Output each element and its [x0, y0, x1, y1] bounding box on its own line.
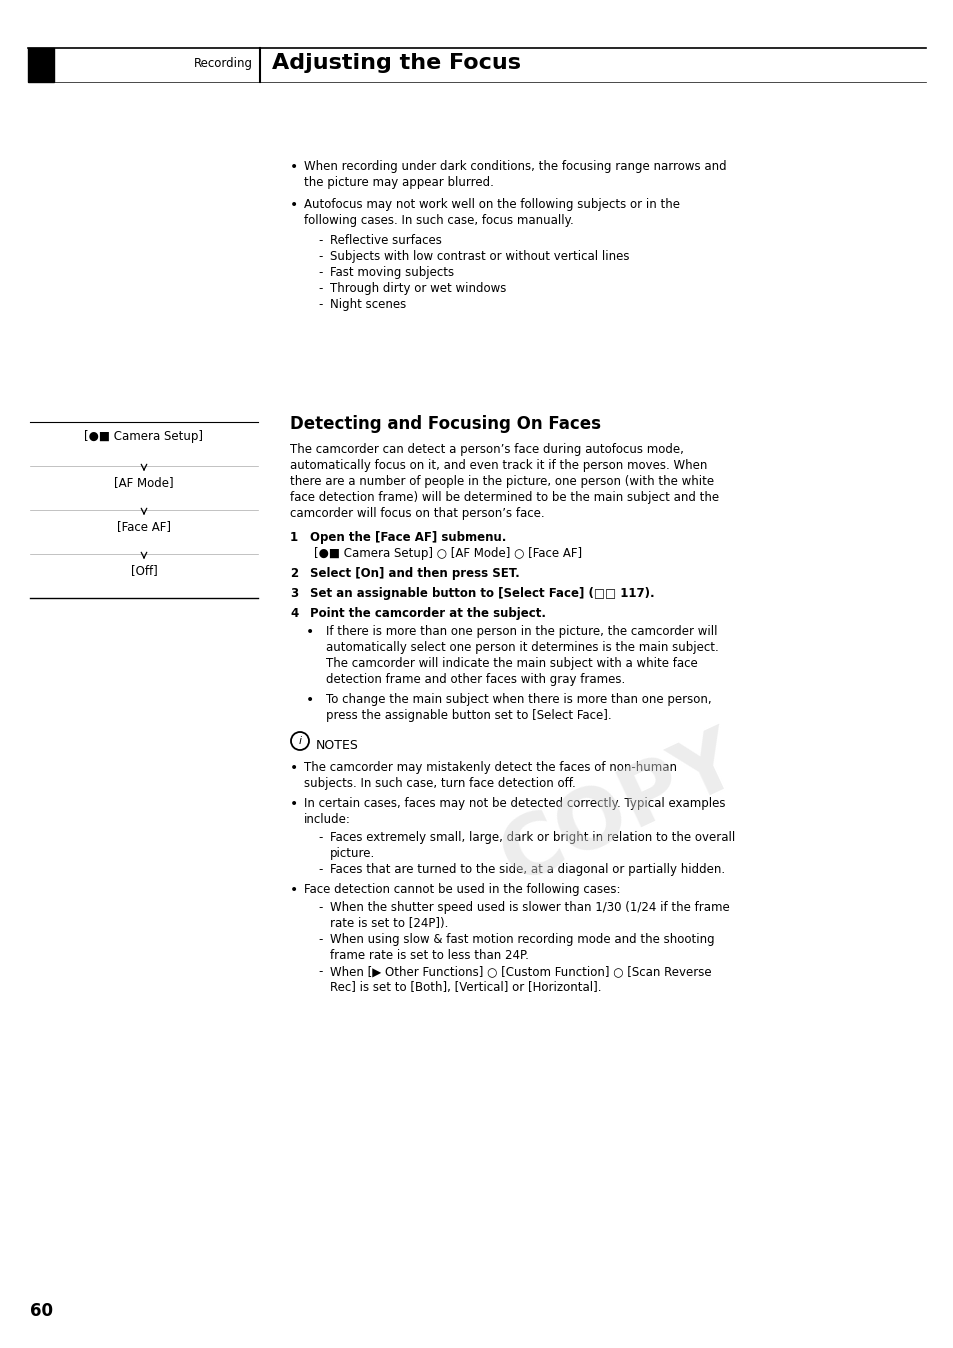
Text: automatically select one person it determines is the main subject.: automatically select one person it deter…	[326, 642, 718, 654]
Text: -: -	[317, 965, 322, 979]
Text: picture.: picture.	[330, 847, 375, 860]
Text: The camcorder will indicate the main subject with a white face: The camcorder will indicate the main sub…	[326, 656, 697, 670]
Text: 1: 1	[290, 531, 297, 545]
Text: When [▶ Other Functions] ○ [Custom Function] ○ [Scan Reverse: When [▶ Other Functions] ○ [Custom Funct…	[330, 965, 711, 979]
Text: In certain cases, faces may not be detected correctly. Typical examples: In certain cases, faces may not be detec…	[304, 797, 724, 810]
Text: camcorder will focus on that person’s face.: camcorder will focus on that person’s fa…	[290, 507, 544, 520]
Text: include:: include:	[304, 813, 351, 826]
Text: -: -	[317, 249, 322, 263]
Text: •: •	[306, 625, 314, 639]
Text: To change the main subject when there is more than one person,: To change the main subject when there is…	[326, 693, 711, 706]
Text: •: •	[306, 693, 314, 706]
Text: The camcorder may mistakenly detect the faces of non-human: The camcorder may mistakenly detect the …	[304, 762, 677, 774]
Text: Detecting and Focusing On Faces: Detecting and Focusing On Faces	[290, 415, 600, 433]
Text: Adjusting the Focus: Adjusting the Focus	[272, 53, 520, 73]
Text: NOTES: NOTES	[315, 739, 358, 752]
Text: i: i	[298, 736, 301, 745]
FancyBboxPatch shape	[28, 49, 54, 82]
Text: 60: 60	[30, 1302, 53, 1320]
Text: 3: 3	[290, 586, 297, 600]
Text: -: -	[317, 830, 322, 844]
Text: -: -	[317, 863, 322, 876]
Text: 4: 4	[290, 607, 298, 620]
Text: •: •	[290, 797, 298, 811]
Text: following cases. In such case, focus manually.: following cases. In such case, focus man…	[304, 214, 573, 226]
Text: detection frame and other faces with gray frames.: detection frame and other faces with gra…	[326, 673, 624, 686]
Text: [AF Mode]: [AF Mode]	[114, 476, 173, 489]
Text: If there is more than one person in the picture, the camcorder will: If there is more than one person in the …	[326, 625, 717, 638]
Text: there are a number of people in the picture, one person (with the white: there are a number of people in the pict…	[290, 474, 714, 488]
Text: the picture may appear blurred.: the picture may appear blurred.	[304, 177, 494, 189]
Text: The camcorder can detect a person’s face during autofocus mode,: The camcorder can detect a person’s face…	[290, 443, 683, 456]
Text: Point the camcorder at the subject.: Point the camcorder at the subject.	[310, 607, 545, 620]
Text: COPY: COPY	[488, 718, 751, 899]
Text: -: -	[317, 235, 322, 247]
Text: -: -	[317, 900, 322, 914]
Text: rate is set to [24P]).: rate is set to [24P]).	[330, 917, 448, 930]
Text: -: -	[317, 282, 322, 295]
Text: face detection frame) will be determined to be the main subject and the: face detection frame) will be determined…	[290, 491, 719, 504]
Text: Set an assignable button to [Select Face] (□□ 117).: Set an assignable button to [Select Face…	[310, 586, 654, 600]
Text: -: -	[317, 266, 322, 279]
Text: Faces that are turned to the side, at a diagonal or partially hidden.: Faces that are turned to the side, at a …	[330, 863, 724, 876]
Text: Rec] is set to [Both], [Vertical] or [Horizontal].: Rec] is set to [Both], [Vertical] or [Ho…	[330, 981, 601, 993]
Text: When using slow & fast motion recording mode and the shooting: When using slow & fast motion recording …	[330, 933, 714, 946]
Text: Face detection cannot be used in the following cases:: Face detection cannot be used in the fol…	[304, 883, 619, 896]
Text: -: -	[317, 298, 322, 311]
Text: [Face AF]: [Face AF]	[117, 520, 171, 532]
Text: Open the [Face AF] submenu.: Open the [Face AF] submenu.	[310, 531, 506, 545]
Text: When recording under dark conditions, the focusing range narrows and: When recording under dark conditions, th…	[304, 160, 726, 173]
Text: When the shutter speed used is slower than 1/30 (1/24 if the frame: When the shutter speed used is slower th…	[330, 900, 729, 914]
Text: [Off]: [Off]	[131, 563, 157, 577]
Text: Recording: Recording	[193, 57, 253, 70]
Text: Night scenes: Night scenes	[330, 298, 406, 311]
Text: subjects. In such case, turn face detection off.: subjects. In such case, turn face detect…	[304, 776, 576, 790]
Text: 3: 3	[36, 57, 46, 70]
Text: Fast moving subjects: Fast moving subjects	[330, 266, 454, 279]
Text: •: •	[290, 160, 298, 174]
Text: Through dirty or wet windows: Through dirty or wet windows	[330, 282, 506, 295]
Text: Reflective surfaces: Reflective surfaces	[330, 235, 441, 247]
Text: -: -	[317, 933, 322, 946]
Text: •: •	[290, 762, 298, 775]
Text: Subjects with low contrast or without vertical lines: Subjects with low contrast or without ve…	[330, 249, 629, 263]
Text: •: •	[290, 198, 298, 212]
Text: Faces extremely small, large, dark or bright in relation to the overall: Faces extremely small, large, dark or br…	[330, 830, 735, 844]
Text: frame rate is set to less than 24P.: frame rate is set to less than 24P.	[330, 949, 528, 962]
Text: [●■ Camera Setup] ○ [AF Mode] ○ [Face AF]: [●■ Camera Setup] ○ [AF Mode] ○ [Face AF…	[314, 547, 581, 559]
Text: 2: 2	[290, 568, 297, 580]
Text: press the assignable button set to [Select Face].: press the assignable button set to [Sele…	[326, 709, 611, 723]
Text: Select [On] and then press SET.: Select [On] and then press SET.	[310, 568, 519, 580]
Text: Autofocus may not work well on the following subjects or in the: Autofocus may not work well on the follo…	[304, 198, 679, 212]
Text: automatically focus on it, and even track it if the person moves. When: automatically focus on it, and even trac…	[290, 460, 706, 472]
Text: [●■ Camera Setup]: [●■ Camera Setup]	[85, 430, 203, 443]
Text: •: •	[290, 883, 298, 896]
